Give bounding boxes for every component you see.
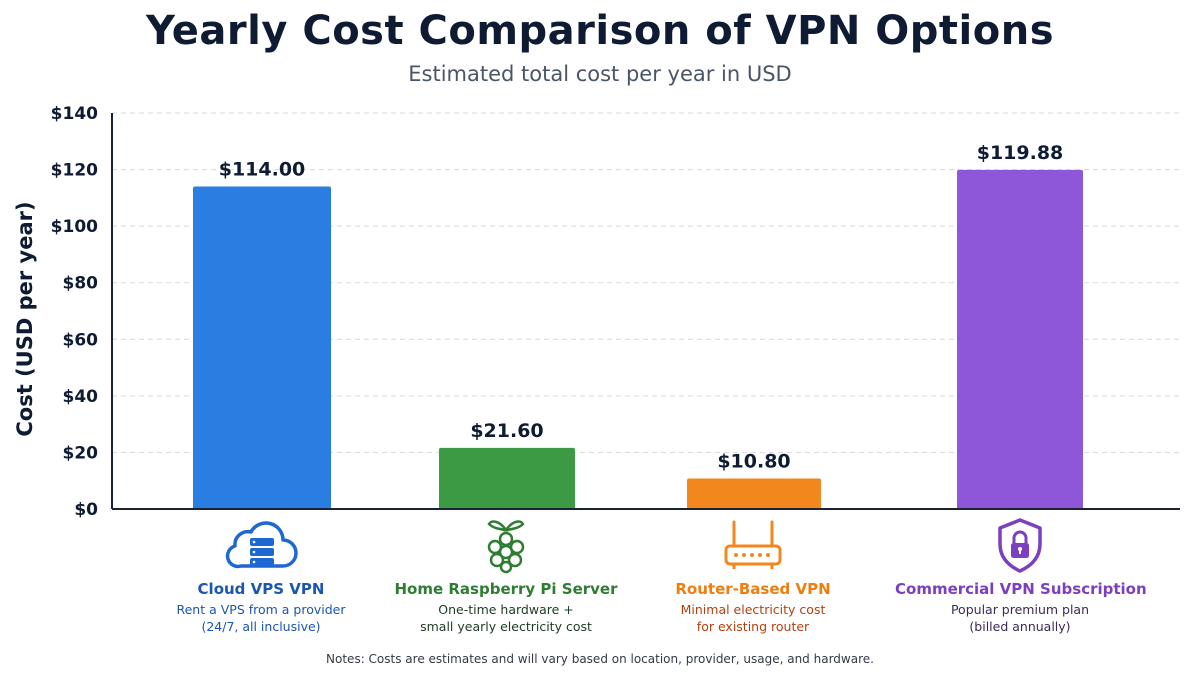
bar	[957, 169, 1083, 509]
category-desc-line2: small yearly electricity cost	[420, 619, 592, 634]
category-desc-line2: (billed annually)	[969, 619, 1071, 634]
category-name: Home Raspberry Pi Server	[394, 580, 618, 598]
category-desc-line2: for existing router	[696, 619, 810, 634]
data-label: $114.00	[219, 159, 306, 181]
y-tick-label: $80	[63, 274, 99, 294]
category-name: Commercial VPN Subscription	[895, 580, 1147, 598]
y-axis-label: Cost (USD per year)	[13, 201, 37, 436]
y-tick-label: $0	[74, 500, 98, 520]
category-commercial-vpn: Commercial VPN Subscription Popular prem…	[895, 516, 1147, 635]
category-desc-line1: One-time hardware +	[438, 602, 574, 617]
category-raspberry-pi: Home Raspberry Pi Server One-time hardwa…	[381, 516, 631, 635]
category-name: Router-Based VPN	[675, 580, 831, 598]
category-desc-line1: Popular premium plan	[950, 602, 1090, 617]
y-tick-label: $20	[63, 443, 99, 463]
raspberry-pi-icon	[381, 516, 631, 578]
y-tick-label: $40	[63, 387, 99, 407]
category-name: Cloud VPS VPN	[197, 580, 325, 598]
router-icon	[628, 516, 878, 578]
category-desc-line1: Minimal electricity cost	[680, 602, 826, 617]
bar-chart: $0 $20 $40 $60 $80 $100 $120 $140 Cost (USD per …	[13, 104, 1180, 520]
category-desc-line1: Rent a VPS from a provider	[176, 602, 346, 617]
bar	[439, 447, 575, 509]
category-cloud-vps: Cloud VPS VPN Rent a VPS from a provider…	[136, 516, 386, 635]
shield-lock-icon	[895, 516, 1145, 578]
bar	[687, 478, 821, 509]
y-tick-label: $120	[51, 161, 98, 181]
cloud-server-icon	[136, 516, 386, 578]
bar	[193, 186, 331, 510]
data-label: $21.60	[470, 420, 543, 442]
data-label: $119.88	[977, 142, 1064, 164]
category-router: Router-Based VPN Minimal electricity cos…	[628, 516, 878, 635]
category-desc-line2: (24/7, all inclusive)	[201, 619, 321, 634]
footer-note: Notes: Costs are estimates and will vary…	[326, 652, 874, 666]
y-tick-label: $60	[63, 330, 99, 350]
chart-title: Yearly Cost Comparison of VPN Options	[145, 8, 1055, 54]
chart-subtitle: Estimated total cost per year in USD	[408, 62, 792, 86]
data-label: $10.80	[717, 450, 790, 472]
y-tick-label: $100	[51, 217, 98, 237]
y-tick-label: $140	[51, 104, 98, 124]
